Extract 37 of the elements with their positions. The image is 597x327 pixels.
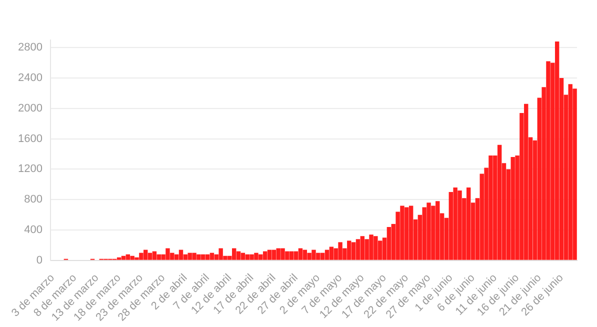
bar	[320, 252, 325, 260]
y-tick-label: 800	[24, 194, 42, 206]
bar	[205, 254, 210, 260]
bar	[240, 252, 246, 260]
y-tick-label: 2000	[18, 102, 42, 114]
bar	[183, 254, 188, 260]
bar	[148, 252, 152, 260]
bar	[408, 206, 414, 260]
bar	[262, 251, 268, 260]
bar	[386, 226, 392, 260]
bar	[152, 251, 157, 260]
bar	[351, 242, 356, 260]
bar	[298, 248, 303, 260]
bar	[210, 252, 214, 260]
bar	[272, 250, 276, 260]
y-tick-label: 0	[36, 254, 42, 266]
bar	[126, 254, 130, 260]
bar	[497, 144, 502, 260]
bar	[554, 42, 560, 260]
bar	[329, 246, 334, 260]
bar	[178, 250, 184, 260]
bar	[121, 256, 126, 260]
bar	[356, 239, 360, 260]
y-tick-label: 2400	[18, 72, 42, 84]
bar	[232, 248, 236, 260]
y-tick-label: 1200	[18, 163, 42, 176]
bar	[267, 250, 272, 260]
bar	[466, 187, 471, 260]
bar	[360, 236, 365, 260]
y-tick-label: 400	[24, 224, 42, 236]
y-tick-label: 1600	[18, 132, 42, 145]
y-tick-label: 2800	[18, 42, 42, 54]
bar	[174, 254, 179, 260]
bar	[116, 257, 122, 260]
bar	[236, 251, 241, 260]
bar	[324, 250, 330, 260]
bar	[294, 251, 298, 260]
